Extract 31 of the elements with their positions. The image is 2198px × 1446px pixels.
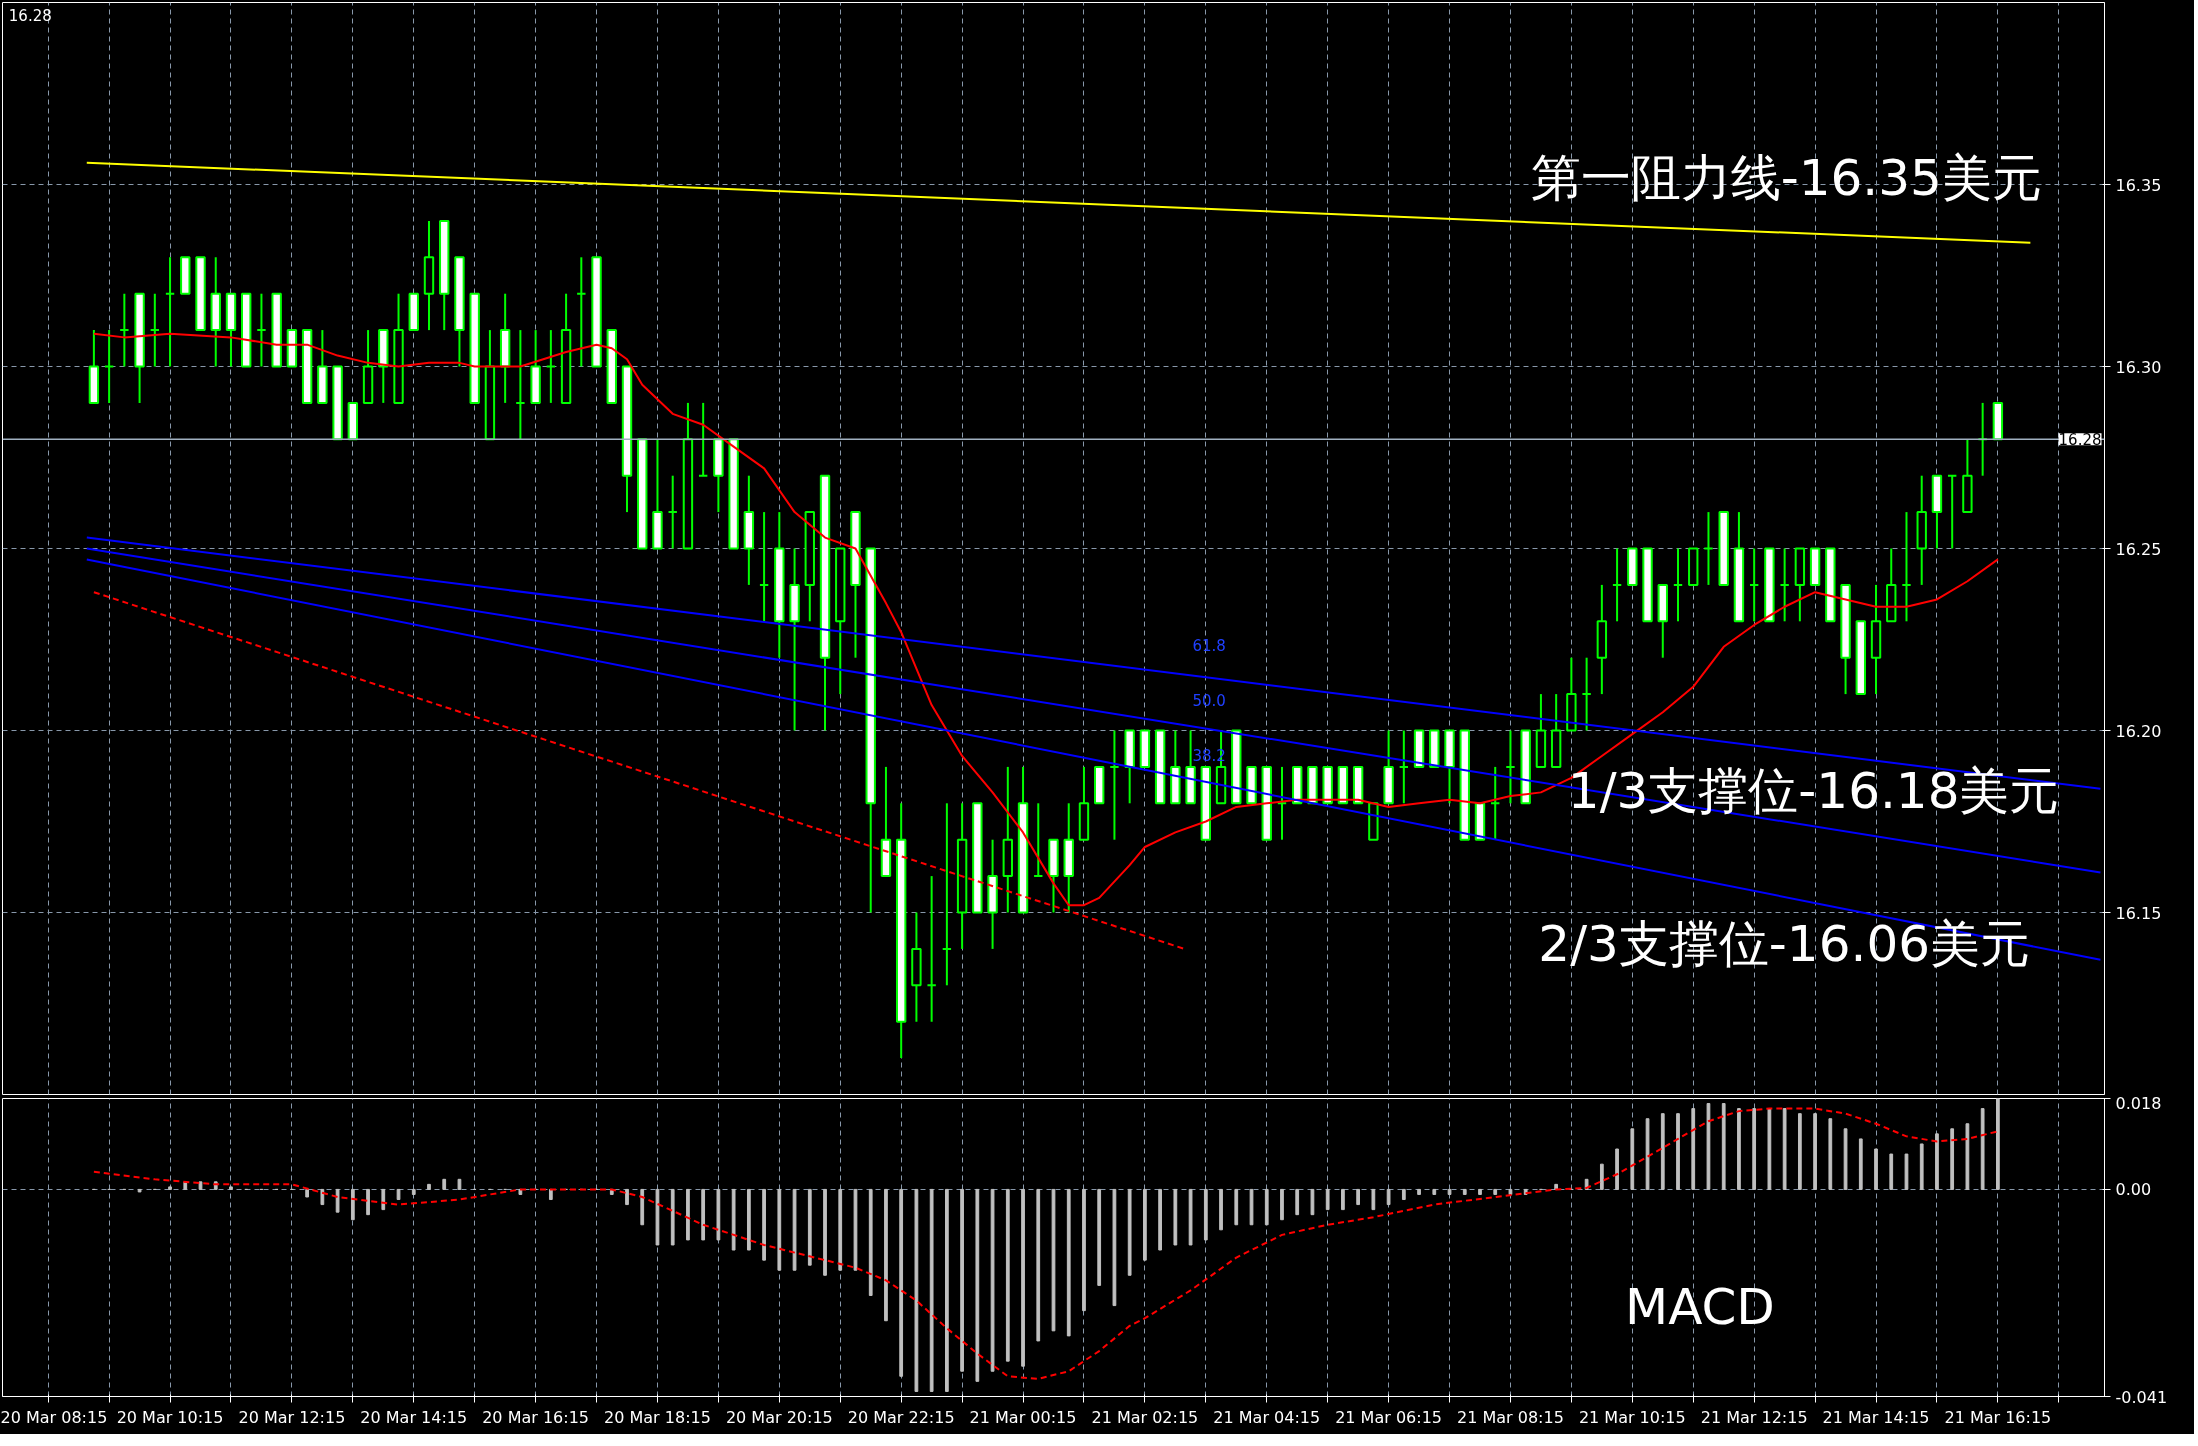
x-tick-label: 20 Mar 16:15 (482, 1407, 590, 1427)
annotation: 61.8 (1192, 637, 1226, 656)
annotation: 50.0 (1192, 691, 1226, 710)
x-tick-label: 20 Mar 08:15 (0, 1407, 108, 1427)
annotation: MACD (1625, 1277, 1775, 1336)
y-tick-label: 16.20 (2115, 721, 2162, 741)
x-tick-label: 21 Mar 04:15 (1213, 1407, 1321, 1427)
y-tick-label: 16.30 (2115, 357, 2162, 377)
x-tick-label: 21 Mar 02:15 (1091, 1407, 1199, 1427)
x-tick-label: 20 Mar 20:15 (725, 1407, 833, 1427)
annotation: 16.28 (8, 6, 52, 25)
y-tick-label: 16.35 (2115, 175, 2162, 195)
ref-line-label: 16.28 (2058, 431, 2102, 450)
x-tick-label: 21 Mar 00:15 (969, 1407, 1077, 1427)
x-tick-label: 20 Mar 10:15 (116, 1407, 224, 1427)
y-tick-label: 0.018 (2115, 1093, 2162, 1113)
x-tick-label: 21 Mar 14:15 (1822, 1407, 1930, 1427)
x-tick-label: 20 Mar 14:15 (360, 1407, 468, 1427)
y-tick-label: 16.15 (2115, 903, 2162, 923)
x-tick-label: 20 Mar 12:15 (238, 1407, 346, 1427)
x-tick-label: 20 Mar 22:15 (847, 1407, 955, 1427)
y-tick-label: 0.00 (2115, 1180, 2152, 1200)
y-tick-label: -0.041 (2115, 1387, 2168, 1407)
x-tick-label: 21 Mar 12:15 (1700, 1407, 1808, 1427)
x-tick-label: 21 Mar 06:15 (1335, 1407, 1443, 1427)
x-tick-label: 20 Mar 18:15 (604, 1407, 711, 1427)
y-tick-label: 16.25 (2115, 539, 2162, 559)
annotation: 第一阻力线-16.35美元 (1530, 149, 2042, 208)
x-tick-label: 21 Mar 16:15 (1944, 1407, 2052, 1427)
x-tick-label: 21 Mar 08:15 (1457, 1407, 1564, 1427)
x-tick-label: 21 Mar 10:15 (1578, 1407, 1686, 1427)
